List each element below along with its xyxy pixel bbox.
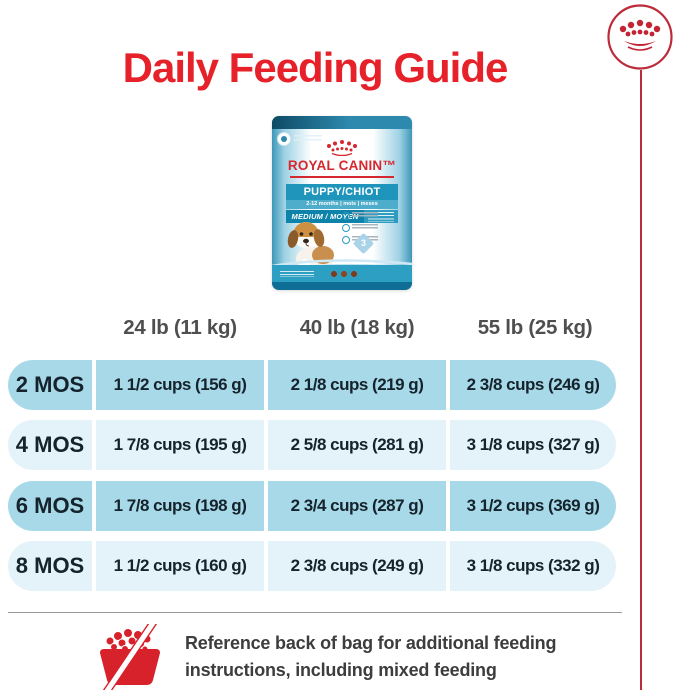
bag-product-name: PUPPY/CHIOT: [286, 184, 398, 200]
bag-brand-name: ROYAL CANIN™: [287, 158, 397, 173]
bag-seal-badge: [277, 132, 291, 146]
row-label: 6 MOS: [8, 481, 92, 531]
table-cell: 2 1/8 cups (219 g): [268, 360, 446, 410]
bullet-icon: [342, 224, 350, 232]
bag-number-badge: 3: [352, 232, 375, 255]
food-bowl-icon: [92, 616, 172, 695]
footnote-line-2: instructions, including mixed feeding: [185, 660, 497, 680]
row-label: 8 MOS: [8, 541, 92, 591]
column-header-55lb: 55 lb (25 kg): [477, 316, 593, 339]
table-row: 2 MOS 1 1/2 cups (156 g) 2 1/8 cups (219…: [8, 360, 616, 410]
table-cell: 2 3/8 cups (246 g): [450, 360, 616, 410]
page-title: Daily Feeding Guide: [122, 44, 509, 91]
footnote-line-1: Reference back of bag for additional fee…: [185, 633, 557, 653]
crown-logo-icon: [606, 3, 674, 71]
table-cell: 3 1/2 cups (369 g): [450, 481, 616, 531]
column-header-40lb: 40 lb (18 kg): [299, 316, 415, 339]
table-cell: 3 1/8 cups (332 g): [450, 541, 616, 591]
bullet-icon: [342, 236, 350, 244]
product-bag-image: ROYAL CANIN™ PUPPY/CHIOT 2-12 months | m…: [272, 116, 412, 290]
table-cell: 2 3/8 cups (249 g): [268, 541, 446, 591]
table-row: 4 MOS 1 7/8 cups (195 g) 2 5/8 cups (281…: [8, 420, 616, 470]
column-header-24lb: 24 lb (11 kg): [123, 316, 237, 339]
table-cell: 2 3/4 cups (287 g): [268, 481, 446, 531]
bag-bottom-text: [280, 271, 314, 277]
bag-age-range: 2-12 months | mois | meses: [286, 200, 398, 209]
bag-bottom-band: [272, 265, 412, 290]
bullet-text: [352, 212, 378, 218]
table-cell: 1 1/2 cups (160 g): [96, 541, 264, 591]
row-label: 4 MOS: [8, 420, 92, 470]
row-label: 2 MOS: [8, 360, 92, 410]
bag-seal-text: [294, 135, 322, 141]
bag-brand-underline: [290, 176, 394, 178]
footnote-text: Reference back of bag for additional fee…: [185, 630, 615, 684]
bag-kibble-image: [330, 270, 360, 278]
table-row: 6 MOS 1 7/8 cups (198 g) 2 3/4 cups (287…: [8, 481, 616, 531]
table-cell: 1 7/8 cups (198 g): [96, 481, 264, 531]
footer-divider-line: [8, 612, 622, 613]
vertical-divider-line: [640, 70, 642, 690]
table-row: 8 MOS 1 1/2 cups (160 g) 2 3/8 cups (249…: [8, 541, 616, 591]
bag-crown-icon: [320, 138, 364, 161]
bullet-icon: [342, 212, 350, 220]
table-cell: 1 7/8 cups (195 g): [96, 420, 264, 470]
bullet-text: [352, 224, 378, 230]
bag-number: 3: [360, 238, 366, 248]
table-cell: 2 5/8 cups (281 g): [268, 420, 446, 470]
table-cell: 1 1/2 cups (156 g): [96, 360, 264, 410]
table-cell: 3 1/8 cups (327 g): [450, 420, 616, 470]
bag-top-fold: [272, 116, 412, 129]
